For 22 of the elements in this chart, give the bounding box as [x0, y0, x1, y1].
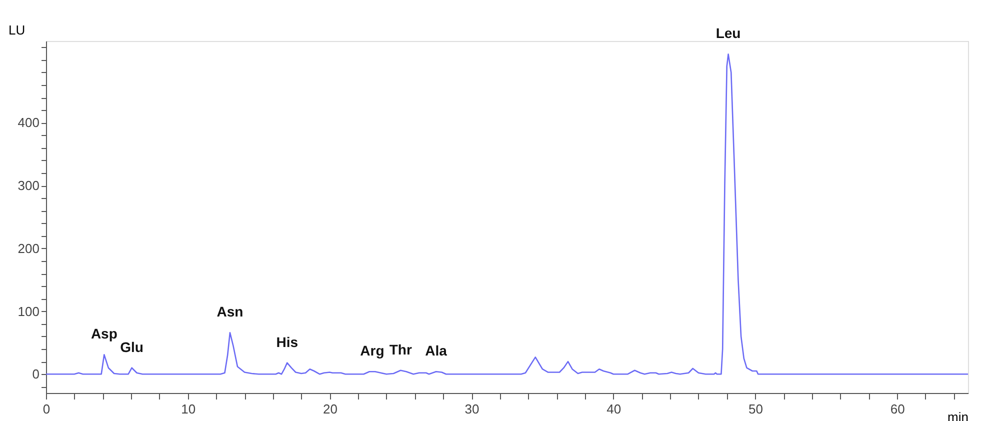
- x-tick-label: 10: [181, 402, 196, 416]
- line-series: [45, 54, 969, 375]
- x-tick-label: 30: [464, 402, 480, 416]
- y-tick-label: 100: [18, 304, 40, 319]
- annotation: Glu: [120, 338, 144, 355]
- annotation: His: [276, 334, 298, 350]
- x-tick-label: 20: [322, 402, 338, 416]
- annotation: Asn: [216, 304, 244, 320]
- annotation: Arg: [360, 342, 384, 359]
- y-tick-label: 400: [18, 115, 40, 130]
- annotation: Ala: [425, 342, 448, 359]
- x-tick-label: 50: [748, 402, 763, 416]
- x-tick-label: 40: [606, 402, 622, 416]
- annotation: Thr: [389, 341, 412, 358]
- y-tick-label: 300: [18, 178, 40, 194]
- y-axis-title: LU: [8, 22, 26, 38]
- y-tick-label: 0: [32, 366, 40, 382]
- x-tick-label: 0: [42, 402, 50, 416]
- x-tick-label: 60: [890, 402, 905, 416]
- y-tick-label: 200: [18, 240, 40, 256]
- annotation: Leu: [716, 25, 741, 42]
- annotation: Asp: [90, 326, 118, 342]
